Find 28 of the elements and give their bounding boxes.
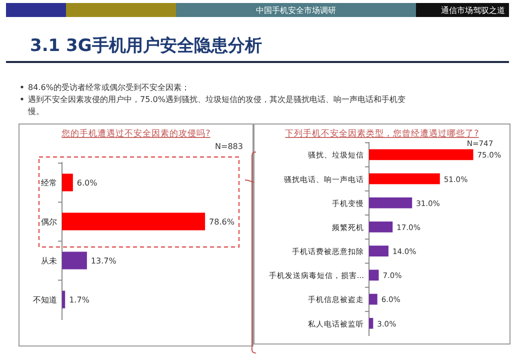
bar (369, 173, 440, 184)
y-tick-label: 偶尔 (41, 217, 57, 226)
bar (62, 290, 66, 308)
y-tick-label: 从未 (41, 256, 57, 266)
chart-title: 您的手机遭遇过不安全因素的攻侵吗? (60, 128, 210, 139)
bar (369, 270, 379, 281)
text: 84.6%的受访者经常或偶尔受到不安全因素； (28, 83, 190, 92)
bar (369, 318, 374, 329)
data-label: 1.7% (69, 296, 90, 305)
text: 3.1 3G手机用户安全隐患分析 (30, 36, 262, 56)
y-tick-label: 经常 (41, 178, 57, 188)
bar (369, 246, 388, 256)
chart-title: 下列手机不安全因素类型，您曾经遭遇过哪些了? (285, 128, 479, 139)
text: 中国手机安全市场调研 (256, 6, 336, 15)
bar (62, 252, 87, 270)
text: 遇到不安全因素攻侵的用户中，75.0%遇到骚扰、垃圾短信的攻侵，其次是骚扰电话、响一声电话和手机变慢。 (27, 95, 406, 116)
bar (369, 149, 474, 160)
bar (62, 212, 206, 230)
data-label: 13.7% (90, 256, 117, 266)
text: 通信市场驾驭之道 (441, 6, 505, 15)
data-label: 78.6% (209, 217, 235, 226)
bar (369, 197, 412, 208)
bar (62, 174, 73, 192)
data-label: 6.0% (76, 178, 98, 188)
text: N=883 (215, 142, 243, 151)
y-tick-label: 不知道 (33, 296, 57, 305)
bar (369, 294, 378, 305)
bar (369, 222, 393, 232)
